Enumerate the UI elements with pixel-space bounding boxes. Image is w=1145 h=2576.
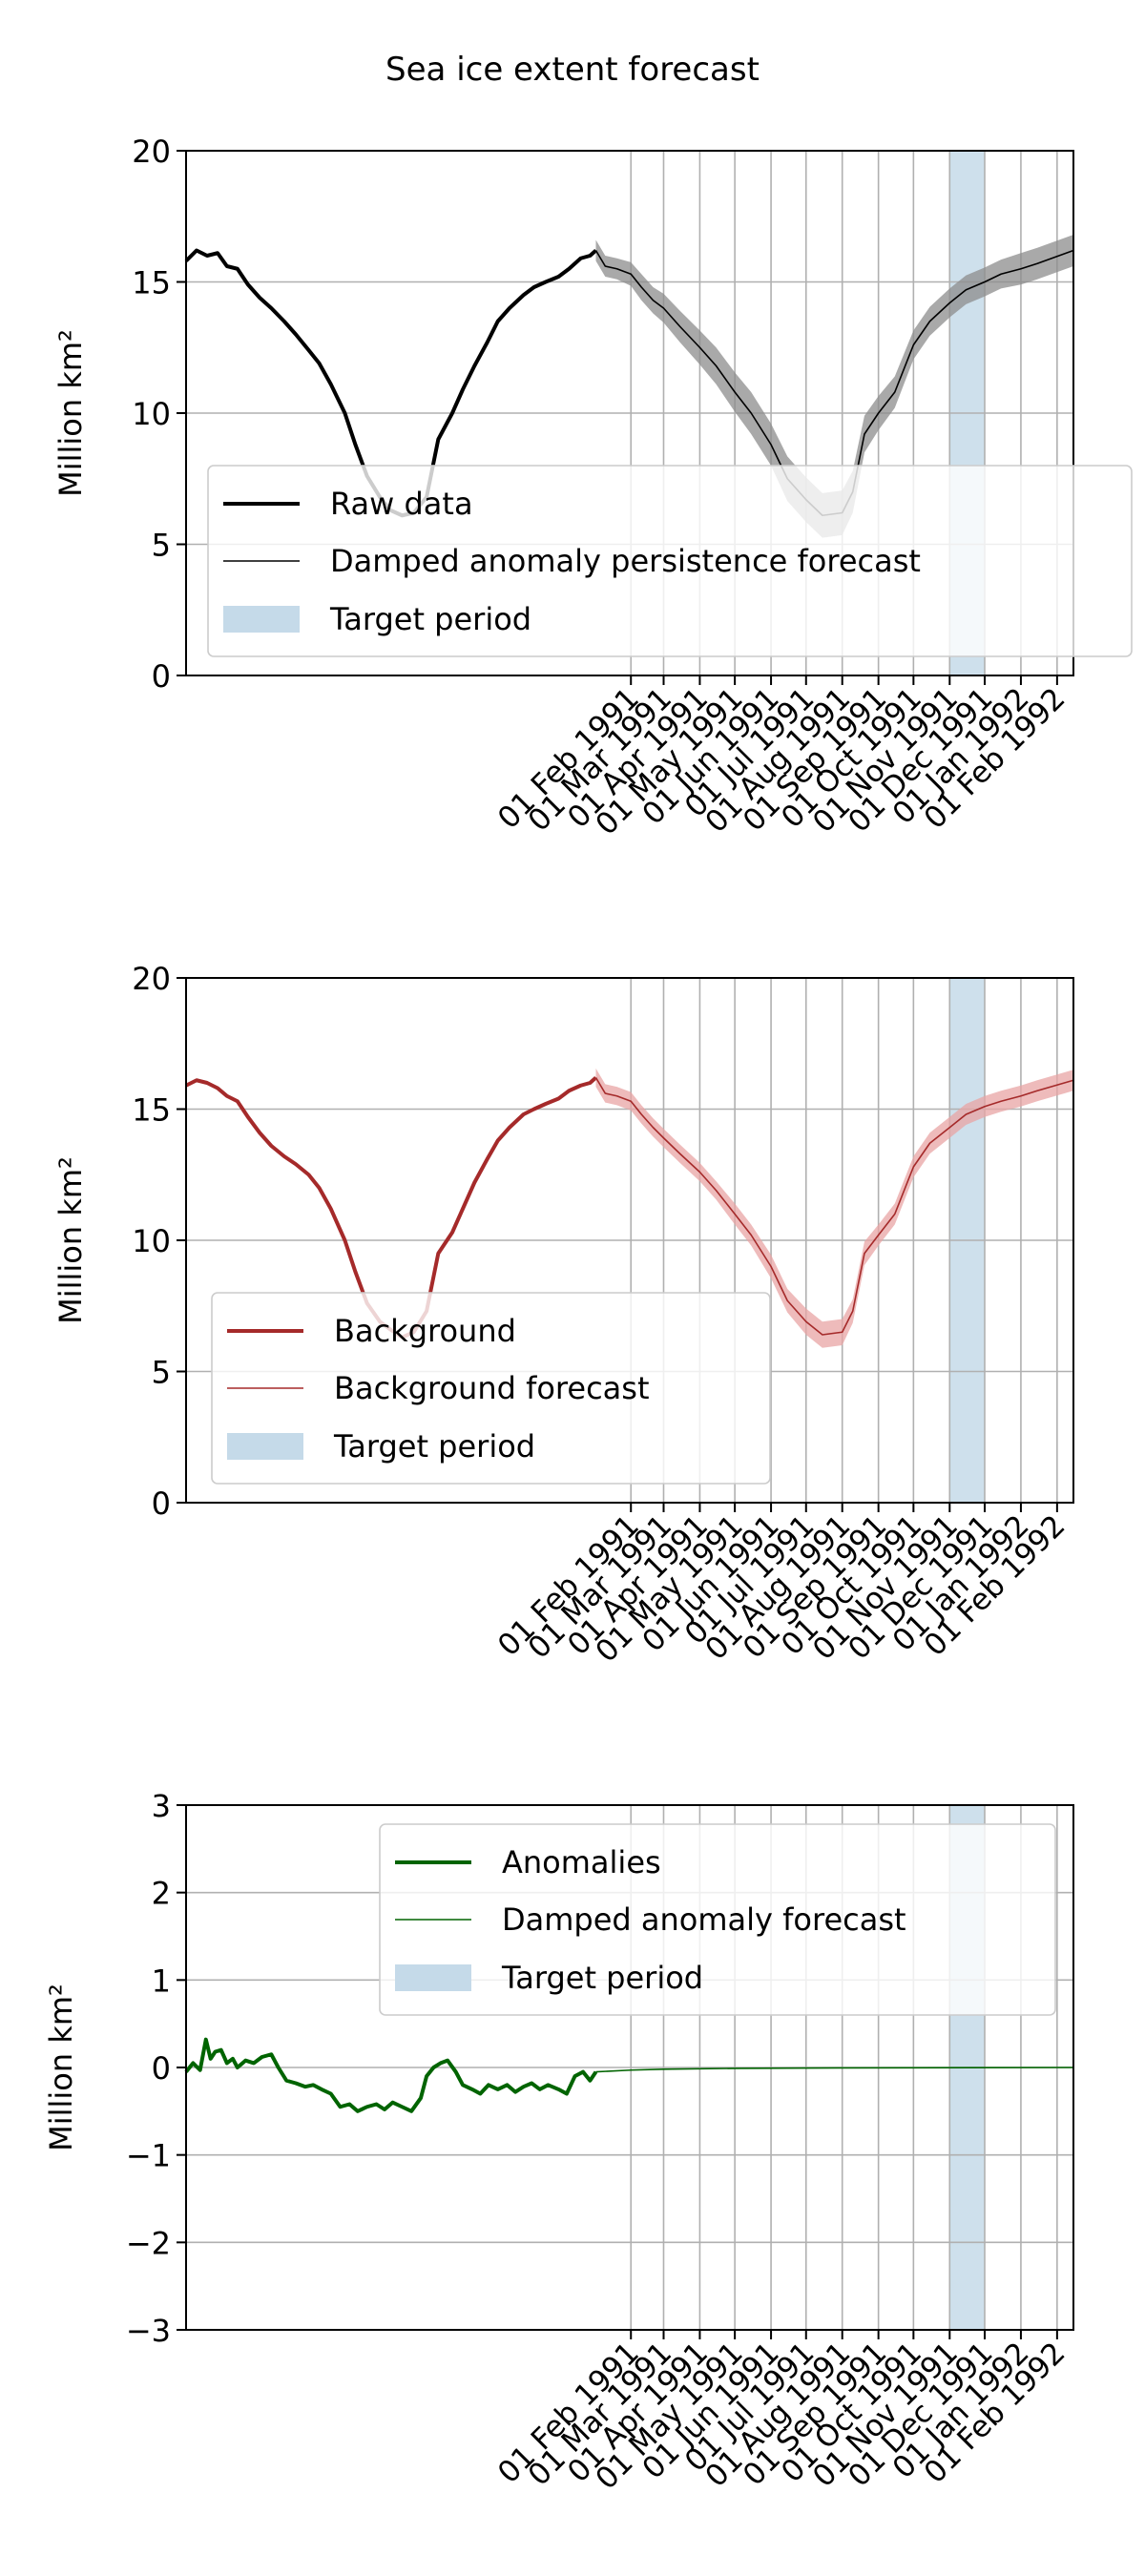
- y-tick-label: 5: [152, 528, 171, 564]
- series-line-2: [594, 1077, 1074, 1336]
- y-axis-label: Million km²: [52, 329, 89, 497]
- y-tick-label: 20: [132, 961, 171, 997]
- y-tick-label: 0: [152, 658, 171, 695]
- y-tick-label: −2: [126, 2225, 171, 2261]
- figure-title: Sea ice extent forecast: [385, 51, 760, 89]
- legend-box: [207, 465, 1133, 657]
- legend-label-2: Damped anomaly forecast: [502, 1901, 906, 1938]
- y-tick-label: 15: [132, 265, 171, 301]
- uncertainty-band: [595, 235, 1073, 538]
- y-tick-label: 1: [152, 1963, 171, 1999]
- y-tick-label: 5: [152, 1355, 171, 1391]
- y-axis-label: Million km²: [43, 1984, 79, 2151]
- y-tick-label: 20: [132, 134, 171, 170]
- legend-label-target: Target period: [333, 1428, 535, 1465]
- legend: Background Background forecast Target peri…: [211, 1292, 771, 1485]
- series-line-1: [184, 2037, 598, 2113]
- legend-label-2: Background forecast: [334, 1370, 649, 1406]
- legend-box: [379, 1823, 1056, 2016]
- legend-label-1: Anomalies: [502, 1844, 661, 1880]
- series-line-2: [595, 2067, 1074, 2073]
- y-tick-label: 0: [152, 2050, 171, 2087]
- legend-swatch-target: [395, 1964, 471, 1991]
- y-tick-label: 3: [152, 1788, 171, 1824]
- y-axis-label: Million km²: [52, 1156, 89, 1324]
- y-tick-label: −3: [126, 2313, 171, 2349]
- y-tick-label: −1: [126, 2138, 171, 2174]
- legend-label-1: Background: [334, 1313, 516, 1349]
- legend-label-2: Damped anomaly persistence forecast: [330, 543, 921, 579]
- legend-box: [211, 1292, 771, 1485]
- legend: Anomalies Damped anomaly forecast Target p…: [379, 1823, 1056, 2016]
- legend-label-1: Raw data: [330, 486, 473, 522]
- y-tick-label: 15: [132, 1092, 171, 1129]
- legend-label-target: Target period: [329, 601, 531, 637]
- y-tick-label: 10: [132, 396, 171, 432]
- y-tick-label: 10: [132, 1223, 171, 1259]
- y-tick-label: 0: [152, 1485, 171, 1522]
- y-tick-label: 2: [152, 1876, 171, 1912]
- legend-swatch-target: [227, 1433, 303, 1460]
- uncertainty-band: [595, 1068, 1073, 1348]
- legend-label-target: Target period: [501, 1960, 703, 1996]
- legend-swatch-target: [223, 606, 300, 633]
- legend: Raw data Damped anomaly persistence forec…: [207, 465, 1133, 657]
